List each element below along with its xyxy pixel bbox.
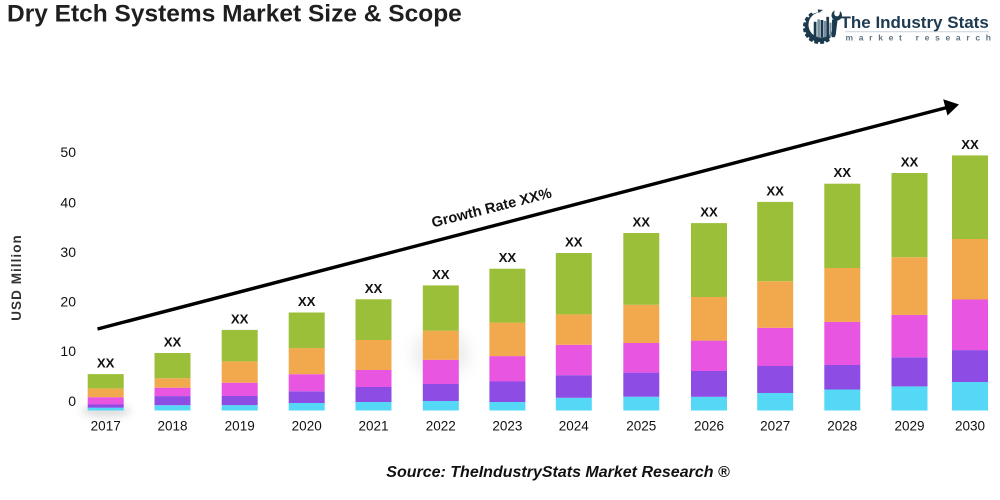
- svg-text:XX: XX: [700, 205, 718, 220]
- svg-text:market research: market research: [846, 33, 997, 43]
- svg-text:20: 20: [60, 293, 76, 309]
- svg-text:40: 40: [60, 195, 76, 211]
- svg-text:XX: XX: [432, 267, 450, 282]
- svg-text:50: 50: [60, 144, 76, 160]
- svg-text:XX: XX: [901, 155, 919, 170]
- svg-text:XX: XX: [164, 335, 182, 350]
- svg-text:2022: 2022: [426, 418, 456, 433]
- svg-text:Dry Etch Systems Market Size &: Dry Etch Systems Market Size & Scope: [7, 1, 462, 28]
- svg-text:XX: XX: [834, 165, 852, 180]
- svg-text:XX: XX: [231, 311, 249, 326]
- svg-text:2021: 2021: [358, 418, 388, 433]
- svg-text:2025: 2025: [626, 418, 656, 433]
- svg-text:XX: XX: [298, 294, 316, 309]
- svg-text:2017: 2017: [91, 418, 121, 433]
- svg-text:The Industry Stats: The Industry Stats: [841, 13, 989, 32]
- svg-text:2024: 2024: [559, 418, 590, 433]
- svg-text:XX: XX: [365, 281, 383, 296]
- svg-text:2023: 2023: [492, 418, 522, 433]
- svg-text:XX: XX: [961, 137, 979, 152]
- svg-text:30: 30: [60, 244, 76, 260]
- svg-text:XX: XX: [499, 250, 517, 265]
- svg-text:XX: XX: [633, 215, 651, 230]
- svg-text:XX: XX: [97, 356, 115, 371]
- svg-text:2030: 2030: [955, 418, 985, 433]
- svg-text:2027: 2027: [760, 418, 790, 433]
- svg-text:2019: 2019: [225, 418, 255, 433]
- svg-text:XX: XX: [766, 183, 784, 198]
- svg-text:2020: 2020: [292, 418, 322, 433]
- svg-text:0: 0: [68, 393, 76, 409]
- svg-text:2018: 2018: [157, 418, 187, 433]
- svg-text:2028: 2028: [827, 418, 857, 433]
- svg-text:10: 10: [60, 343, 76, 359]
- svg-text:USD Million: USD Million: [9, 234, 24, 321]
- svg-text:XX: XX: [565, 235, 583, 250]
- svg-text:2026: 2026: [694, 418, 724, 433]
- svg-text:Source: TheIndustryStats Marke: Source: TheIndustryStats Market Research…: [386, 464, 730, 481]
- svg-text:2029: 2029: [894, 418, 924, 433]
